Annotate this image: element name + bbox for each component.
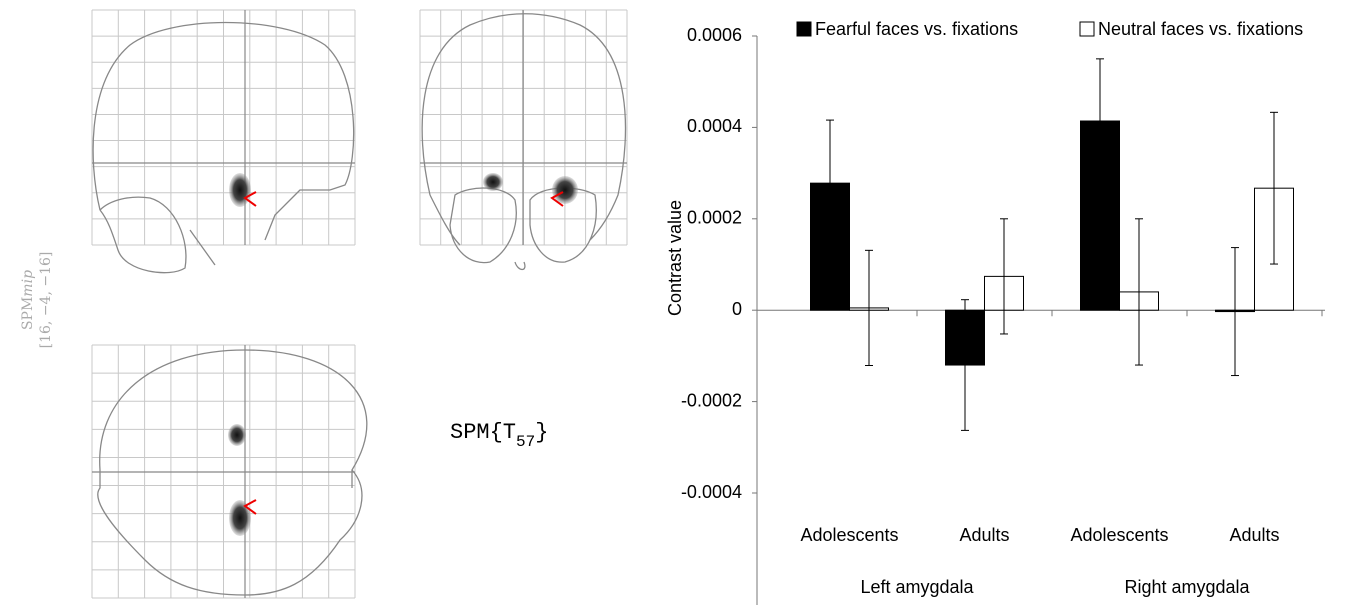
error-bar (1270, 111, 1278, 265)
x-tick-label: Adolescents (800, 525, 898, 545)
axial-outline (97, 349, 368, 596)
activation-blob (228, 424, 246, 446)
activation-blob (483, 173, 503, 191)
error-bar (865, 249, 873, 366)
statistic-suffix: } (535, 420, 548, 445)
x-tick-label: Adolescents (1070, 525, 1168, 545)
cursor-marker (243, 191, 257, 207)
mip-coordinates: [16, −4, −16] (38, 252, 54, 349)
legend-swatch (796, 21, 812, 37)
error-bar (1231, 247, 1239, 377)
y-tick-label: 0.0002 (687, 208, 742, 228)
mip-italic: mip (20, 270, 36, 297)
sagittal-outline (92, 21, 355, 274)
statistic-prefix: SPM{T (450, 420, 516, 445)
activation-blob (552, 176, 578, 204)
coronal-outline (421, 13, 627, 271)
cursor-marker (243, 499, 257, 515)
cursor-marker (550, 191, 564, 207)
y-axis-label: Contrast value (665, 200, 685, 316)
error-bar (1000, 218, 1008, 335)
y-tick-label: -0.0004 (681, 482, 742, 502)
activation-blob (229, 173, 251, 207)
y-tick-label: 0.0006 (687, 25, 742, 45)
y-tick-label: 0 (732, 299, 742, 319)
legend-swatch (1079, 21, 1095, 37)
x-tick-label: Adults (959, 525, 1009, 545)
error-bar (1096, 58, 1104, 184)
legend-label: Fearful faces vs. fixations (815, 19, 1018, 39)
group-label: Left amygdala (860, 577, 974, 597)
legend-label: Neutral faces vs. fixations (1098, 19, 1303, 39)
group-label: Right amygdala (1124, 577, 1250, 597)
statistic-df: 57 (516, 433, 535, 451)
error-bar (961, 299, 969, 431)
activation-blob (229, 500, 251, 536)
error-bar (1135, 218, 1143, 366)
glass-brain-grids (91, 9, 628, 599)
statistic-label: SPM{T57} (450, 420, 548, 451)
y-tick-label: -0.0002 (681, 390, 742, 410)
y-tick-label: 0.0004 (687, 116, 742, 136)
error-bar (826, 119, 834, 247)
mip-label: SPMmip (20, 270, 36, 330)
mip-main: SPM (20, 297, 36, 330)
x-tick-label: Adults (1229, 525, 1279, 545)
